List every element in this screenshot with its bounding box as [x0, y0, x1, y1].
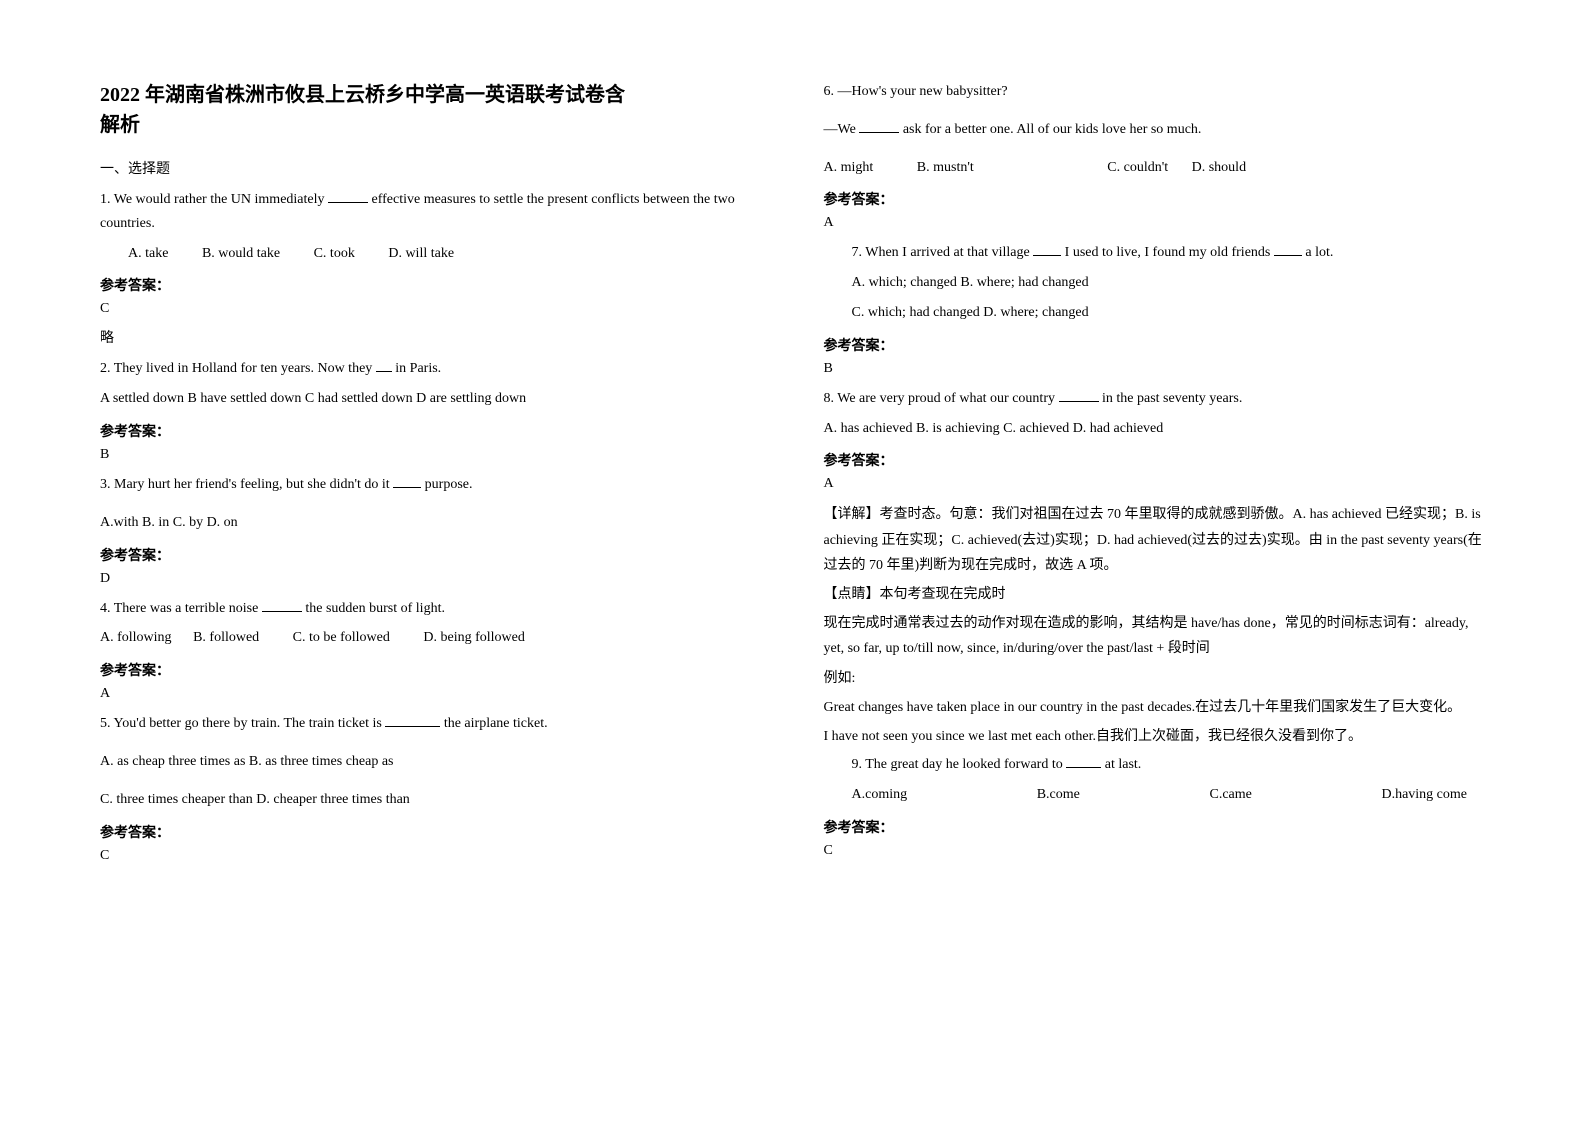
blank: [1066, 754, 1101, 768]
q1-opt-d: D. will take: [388, 242, 454, 266]
q2-answer: B: [100, 447, 764, 463]
q6-opt-c: C. couldn't: [1107, 156, 1168, 180]
q4-opt-c: C. to be followed: [293, 626, 390, 650]
q6-text-1: 6. —How's your new babysitter?: [824, 80, 1488, 104]
q4-answer: A: [100, 686, 764, 702]
q1-options: A. take B. would take C. took D. will ta…: [100, 242, 764, 266]
q9-opt-d: D.having come: [1381, 783, 1467, 807]
section-heading: 一、选择题: [100, 158, 764, 178]
q4-answer-label: 参考答案：: [100, 660, 764, 680]
blank: [376, 358, 392, 372]
right-column: 6. —How's your new babysitter? —We ask f…: [824, 80, 1488, 1042]
q7-answer-label: 参考答案：: [824, 335, 1488, 355]
q8-answer: A: [824, 476, 1488, 492]
q1-opt-b: B. would take: [202, 242, 280, 266]
q8-explanation-3: 现在完成时通常表过去的动作对现在造成的影响，其结构是 have/has done…: [824, 611, 1488, 661]
q7-options-line1: A. which; changed B. where; had changed: [824, 271, 1488, 295]
q5-options-line1: A. as cheap three times as B. as three t…: [100, 750, 764, 774]
q9-opt-a: A.coming: [852, 783, 908, 807]
blank: [1274, 242, 1302, 256]
q4-options: A. following B. followed C. to be follow…: [100, 626, 764, 650]
q5-options-line2: C. three times cheaper than D. cheaper t…: [100, 788, 764, 812]
q8-explanation-5: Great changes have taken place in our co…: [824, 695, 1488, 720]
q9-answer: C: [824, 843, 1488, 859]
q3-answer-label: 参考答案：: [100, 545, 764, 565]
q1-answer: C: [100, 301, 764, 317]
q8-answer-label: 参考答案：: [824, 450, 1488, 470]
q9-opt-c: C.came: [1209, 783, 1251, 807]
q8-explanation-2: 【点睛】本句考查现在完成时: [824, 582, 1488, 607]
q2-answer-label: 参考答案：: [100, 421, 764, 441]
q1-note: 略: [100, 327, 764, 347]
q6-options: A. might B. mustn't C. couldn't D. shoul…: [824, 156, 1488, 180]
blank: [328, 189, 368, 203]
q9-text: 9. The great day he looked forward to at…: [824, 753, 1488, 777]
q9-answer-label: 参考答案：: [824, 817, 1488, 837]
q6-text-2: —We ask for a better one. All of our kid…: [824, 118, 1488, 142]
blank: [1059, 388, 1099, 402]
q3-text: 3. Mary hurt her friend's feeling, but s…: [100, 473, 764, 497]
blank: [393, 474, 421, 488]
q8-explanation-6: I have not seen you since we last met ea…: [824, 724, 1488, 749]
q7-options-line2: C. which; had changed D. where; changed: [824, 301, 1488, 325]
q8-explanation-4: 例如:: [824, 666, 1488, 691]
q6-opt-d: D. should: [1192, 156, 1246, 180]
q6-answer-label: 参考答案：: [824, 189, 1488, 209]
q2-options: A settled down B have settled down C had…: [100, 387, 764, 411]
q8-text: 8. We are very proud of what our country…: [824, 387, 1488, 411]
q5-answer: C: [100, 848, 764, 864]
q1-opt-a: A. take: [128, 242, 168, 266]
q4-opt-a: A. following: [100, 626, 172, 650]
q9-opt-b: B.come: [1037, 783, 1080, 807]
q6-opt-b: B. mustn't: [917, 156, 974, 180]
exam-title: 2022 年湖南省株洲市攸县上云桥乡中学高一英语联考试卷含 解析: [100, 80, 764, 140]
q3-options: A.with B. in C. by D. on: [100, 511, 764, 535]
q3-answer: D: [100, 571, 764, 587]
q4-opt-d: D. being followed: [423, 626, 524, 650]
q4-text: 4. There was a terrible noise the sudden…: [100, 597, 764, 621]
q2-text: 2. They lived in Holland for ten years. …: [100, 357, 764, 381]
q7-text: 7. When I arrived at that village I used…: [824, 241, 1488, 265]
q8-options: A. has achieved B. is achieving C. achie…: [824, 417, 1488, 441]
blank: [859, 119, 899, 133]
q9-options: A.coming B.come C.came D.having come: [824, 783, 1488, 807]
q5-text: 5. You'd better go there by train. The t…: [100, 712, 764, 736]
q1-opt-c: C. took: [314, 242, 355, 266]
title-line-2: 解析: [100, 114, 140, 136]
q1-answer-label: 参考答案：: [100, 275, 764, 295]
q5-answer-label: 参考答案：: [100, 822, 764, 842]
blank: [1033, 242, 1061, 256]
q6-answer: A: [824, 215, 1488, 231]
blank: [262, 598, 302, 612]
title-line-1: 2022 年湖南省株洲市攸县上云桥乡中学高一英语联考试卷含: [100, 84, 625, 106]
q1-text: 1. We would rather the UN immediately ef…: [100, 188, 764, 236]
q8-explanation-1: 【详解】考查时态。句意：我们对祖国在过去 70 年里取得的成就感到骄傲。A. h…: [824, 502, 1488, 578]
q4-opt-b: B. followed: [193, 626, 259, 650]
q7-answer: B: [824, 361, 1488, 377]
blank: [385, 713, 440, 727]
q6-opt-a: A. might: [824, 156, 874, 180]
left-column: 2022 年湖南省株洲市攸县上云桥乡中学高一英语联考试卷含 解析 一、选择题 1…: [100, 80, 764, 1042]
